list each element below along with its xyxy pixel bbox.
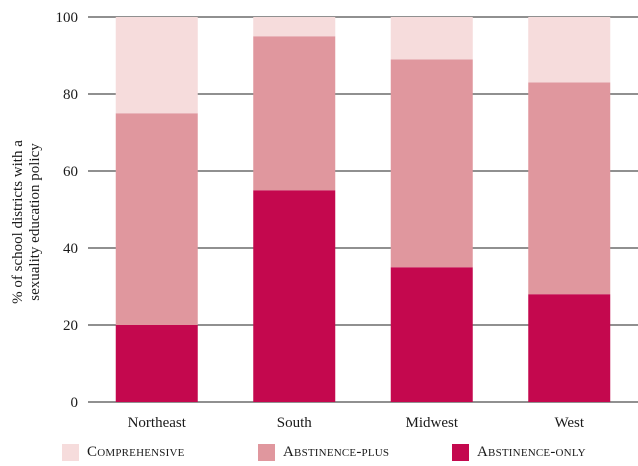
legend-item-abstinence-only: Abstinence-only (452, 440, 586, 464)
bars (115, 17, 611, 402)
legend-swatch-comprehensive (62, 443, 79, 461)
bar-south-abstinence-plus (253, 36, 336, 191)
legend-swatch-abstinence-only (452, 443, 469, 461)
legend-label-abstinence-only: Abstinence-only (477, 443, 586, 460)
x-tick-label-south: South (277, 415, 313, 431)
y-tick-label-20: 20 (63, 318, 78, 334)
legend-item-comprehensive: Comprehensive (62, 440, 185, 464)
bar-midwest-abstinence-plus (390, 59, 473, 268)
bar-northeast-abstinence-only (115, 325, 198, 402)
bar-west-abstinence-plus (528, 82, 611, 295)
bar-south-comprehensive (253, 17, 336, 37)
y-tick-labels: 0 20 40 60 80 100 (56, 10, 79, 411)
legend-item-abstinence-plus: Abstinence-plus (258, 440, 389, 464)
bar-west-abstinence-only (528, 294, 611, 402)
bar-northeast-abstinence-plus (115, 113, 198, 325)
y-tick-label-100: 100 (56, 10, 79, 26)
y-tick-label-0: 0 (71, 395, 79, 411)
bar-midwest-comprehensive (390, 17, 473, 60)
y-tick-label-40: 40 (63, 241, 78, 257)
y-axis-title-line-1: % of school districts with a (10, 140, 26, 304)
y-axis-title-line-2: sexuality education policy (27, 143, 43, 301)
y-axis-title: % of school districts with a sexuality e… (10, 140, 43, 304)
legend-label-comprehensive: Comprehensive (87, 443, 185, 460)
legend-swatch-abstinence-plus (258, 443, 275, 461)
bar-west-comprehensive (528, 17, 611, 83)
bar-northeast-comprehensive (115, 17, 198, 114)
stacked-bar-chart: 0 20 40 60 80 100 Northeast South Midwest West %… (10, 10, 638, 431)
bar-midwest-abstinence-only (390, 267, 473, 402)
y-tick-label-60: 60 (63, 164, 78, 180)
legend-label-abstinence-plus: Abstinence-plus (283, 443, 390, 460)
x-tick-label-northeast: Northeast (128, 415, 187, 431)
x-tick-label-midwest: Midwest (406, 415, 459, 431)
legend: Comprehensive Abstinence-plus Abstinence… (62, 440, 638, 464)
x-tick-labels: Northeast South Midwest West (128, 415, 585, 431)
y-tick-label-80: 80 (63, 87, 78, 103)
x-tick-label-west: West (554, 415, 584, 431)
bar-south-abstinence-only (253, 190, 336, 402)
